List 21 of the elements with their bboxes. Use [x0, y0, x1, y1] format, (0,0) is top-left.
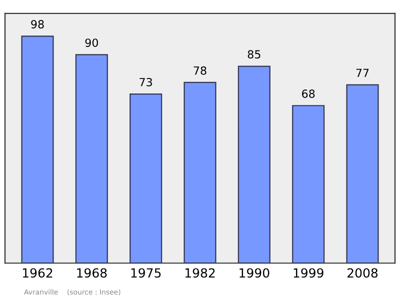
data-label: 68	[302, 90, 315, 98]
bar	[21, 36, 54, 264]
bar	[75, 54, 108, 264]
bar	[130, 93, 162, 264]
bar	[346, 84, 379, 264]
bar	[238, 66, 270, 264]
x-tick-label: 2008	[348, 268, 378, 278]
data-label: 85	[248, 50, 260, 59]
data-label: 98	[31, 20, 44, 28]
data-label: 73	[140, 78, 152, 86]
data-label: 90	[85, 38, 98, 47]
data-label: 78	[194, 66, 206, 75]
x-tick-label: 1962	[22, 268, 52, 278]
x-tick-label: 1975	[131, 268, 161, 278]
x-tick-label: 1968	[77, 268, 107, 278]
bar	[184, 82, 216, 264]
data-label: 77	[356, 68, 369, 77]
x-tick-label: 1999	[294, 268, 324, 278]
x-tick-label: 1990	[240, 268, 270, 278]
x-tick-label: 1982	[185, 268, 215, 278]
bar	[292, 105, 325, 264]
